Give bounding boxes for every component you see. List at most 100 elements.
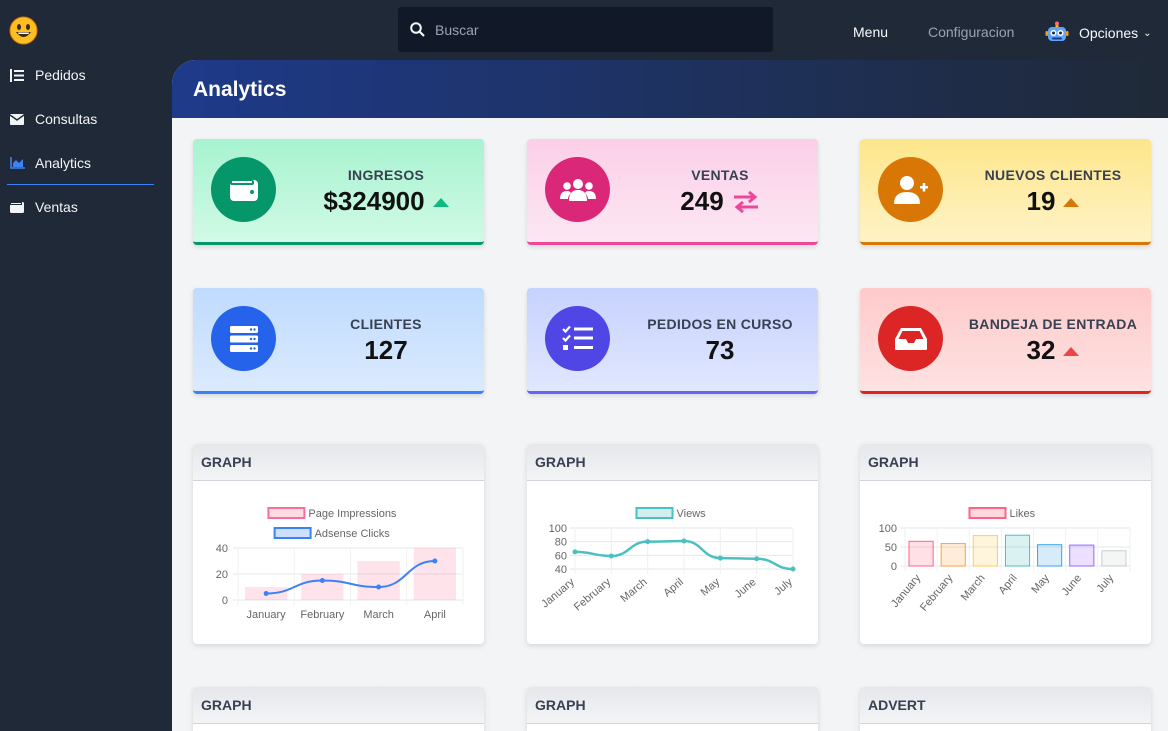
x-tick-label: April (996, 572, 1019, 597)
x-tick-label: February (572, 576, 614, 614)
card-title: GRAPH (193, 687, 484, 724)
stat-value: 249 (680, 186, 724, 216)
y-tick-label: 20 (216, 569, 228, 581)
sidebar-item-ventas[interactable]: Ventas (0, 185, 160, 229)
x-tick-label: July (772, 576, 795, 598)
stat-card-nuevos-clientes[interactable]: NUEVOS CLIENTES 19 (860, 139, 1151, 245)
x-tick-label: January (247, 609, 287, 621)
x-tick-label: June (1060, 572, 1085, 598)
sidebar-item-label: Pedidos (35, 67, 86, 83)
users-icon (545, 157, 610, 222)
menu-link[interactable]: Menu (853, 24, 889, 40)
bar (1037, 544, 1063, 567)
card-title: GRAPH (193, 444, 484, 481)
advert-card: ADVERT (860, 687, 1151, 731)
graph-card-3: GRAPH Likes 0 50 100 January February March Apr… (860, 444, 1151, 644)
data-point (754, 556, 760, 562)
server-icon (211, 306, 276, 371)
bar (301, 574, 344, 600)
legend-label: Views (677, 508, 707, 520)
list-icon (9, 67, 25, 83)
chevron-down-icon: ⌄ (1143, 27, 1152, 39)
options-dropdown[interactable]: Opciones ⌄ (1045, 21, 1152, 45)
data-point (681, 538, 687, 544)
data-point (432, 558, 438, 564)
stat-title: VENTAS (691, 167, 749, 183)
wallet-icon (9, 199, 25, 215)
y-tick-label: 100 (549, 523, 567, 535)
legend-swatch (635, 507, 674, 519)
graph-card-1: GRAPH Page Impressions Adsense Clicks 0 20 4… (193, 444, 484, 644)
y-tick-label: 60 (555, 550, 567, 562)
caret-up-icon (432, 197, 449, 207)
y-tick-label: 0 (891, 561, 897, 573)
page-title: Analytics (193, 78, 287, 101)
x-tick-label: March (363, 609, 394, 621)
search-icon (410, 22, 425, 37)
chart-impressions-clicks: Page Impressions Adsense Clicks 0 20 40 Janua… (216, 507, 464, 621)
data-point (319, 578, 325, 583)
stat-value: $324900 (323, 186, 425, 216)
graph-card-4: GRAPH (193, 687, 484, 731)
bar (908, 540, 934, 567)
search-bar[interactable] (398, 7, 773, 52)
stat-value: 32 (1026, 335, 1056, 365)
config-link[interactable]: Configuracion (928, 24, 1015, 40)
search-input[interactable] (435, 21, 755, 38)
caret-up-icon (1063, 346, 1080, 356)
sidebar-item-pedidos[interactable]: Pedidos (0, 53, 160, 97)
bar (1069, 544, 1095, 567)
x-tick-label: March (959, 572, 988, 603)
legend-swatch (273, 527, 312, 539)
x-tick-label: February (300, 609, 345, 621)
stat-title: NUEVOS CLIENTES (984, 167, 1122, 183)
y-tick-label: 40 (555, 564, 567, 576)
stat-card-bandeja-de-entrada[interactable]: BANDEJA DE ENTRADA 32 (860, 288, 1151, 394)
x-tick-label: March (618, 576, 649, 605)
sidebar-item-analytics[interactable]: Analytics (0, 141, 160, 185)
card-title: GRAPH (527, 444, 818, 481)
graph-card-2: GRAPH Views 40 60 80 100 January February March… (527, 444, 818, 644)
stat-card-ventas[interactable]: VENTAS 249 (527, 139, 818, 245)
card-title: GRAPH (860, 444, 1151, 481)
data-point (645, 539, 651, 545)
main-content: Analytics INGRESOS $324900 VENTAS 249 NU… (172, 60, 1168, 731)
stat-title: CLIENTES (350, 316, 422, 332)
y-tick-label: 40 (216, 543, 228, 555)
bar (1004, 534, 1031, 567)
legend-label: Adsense Clicks (315, 528, 391, 540)
x-tick-label: July (1094, 572, 1116, 595)
sidebar: Pedidos Consultas Analytics Ventas (0, 0, 172, 731)
series-line (266, 560, 435, 595)
data-point (572, 549, 578, 555)
envelope-icon (9, 111, 25, 127)
bar (357, 561, 400, 600)
sidebar-item-label: Ventas (35, 199, 78, 215)
bar (972, 535, 998, 567)
y-tick-label: 100 (879, 523, 897, 535)
bar (413, 548, 456, 600)
stat-value: 127 (364, 335, 408, 365)
y-tick-label: 0 (222, 595, 228, 607)
sidebar-item-consultas[interactable]: Consultas (0, 97, 160, 141)
x-tick-label: May (699, 576, 723, 599)
stat-value: 19 (1026, 186, 1056, 216)
stat-card-ingresos[interactable]: INGRESOS $324900 (193, 139, 484, 245)
legend-label: Page Impressions (308, 508, 397, 520)
sidebar-item-label: Analytics (35, 155, 92, 171)
active-indicator (7, 184, 154, 185)
data-point (376, 584, 382, 590)
inbox-icon (878, 306, 943, 371)
caret-up-icon (1063, 197, 1080, 207)
data-point (790, 566, 796, 572)
stat-card-clientes[interactable]: CLIENTES 127 (193, 288, 484, 394)
card-title: GRAPH (527, 687, 818, 724)
data-point (263, 591, 269, 596)
page-header: Analytics (172, 60, 1168, 118)
stat-card-pedidos-en-curso[interactable]: PEDIDOS EN CURSO 73 (527, 288, 818, 394)
chart-area-icon (9, 155, 25, 171)
stat-title: BANDEJA DE ENTRADA (968, 316, 1138, 332)
smiley-face-icon[interactable] (9, 16, 38, 45)
